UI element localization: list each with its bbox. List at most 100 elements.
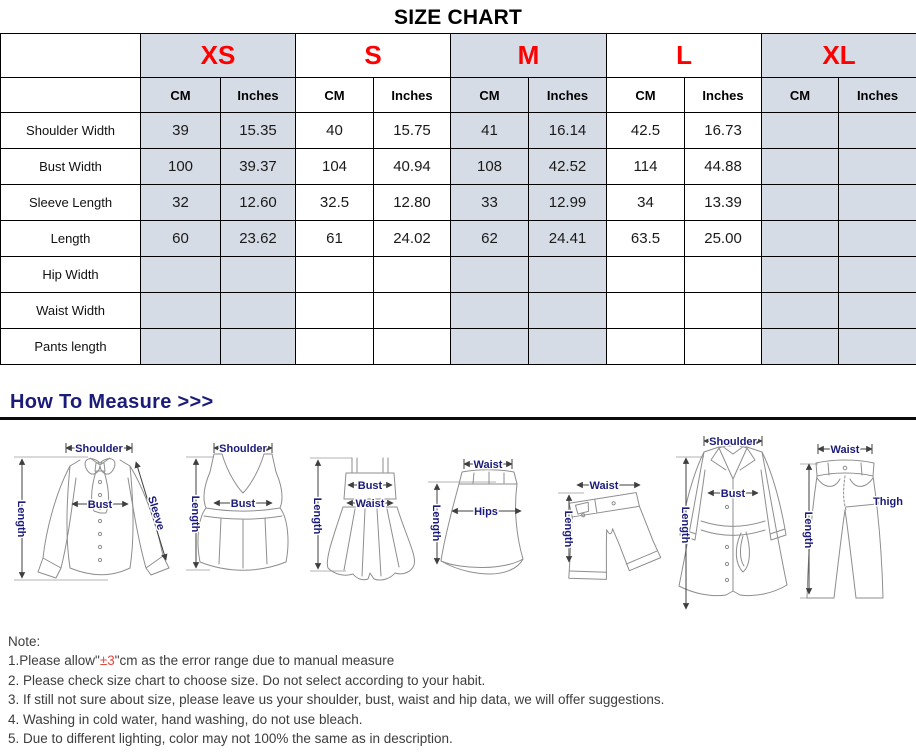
bust-label: Bust xyxy=(231,498,256,510)
unit-header-inches: Inches xyxy=(220,77,296,113)
row-label: Length xyxy=(0,220,141,257)
cell: 62 xyxy=(450,220,529,257)
shoulder-label: Shoulder xyxy=(709,436,757,448)
table-row: Waist Width xyxy=(0,292,916,329)
length-label: Length xyxy=(679,507,691,544)
cell xyxy=(450,256,529,293)
cell: 32.5 xyxy=(295,184,374,221)
cell: 12.80 xyxy=(373,184,451,221)
cell xyxy=(761,328,840,365)
waist-label: Waist xyxy=(831,444,860,456)
cell xyxy=(606,328,686,365)
row-label: Pants length xyxy=(0,328,141,365)
cell xyxy=(684,256,763,293)
size-header-s: S xyxy=(295,33,451,78)
unit-header-cm: CM xyxy=(761,77,840,113)
table-row: Shoulder Width 39 15.35 40 15.75 41 16.14 4… xyxy=(0,112,916,149)
cell xyxy=(838,148,916,185)
cell: 12.99 xyxy=(527,184,608,221)
waist-label: Waist xyxy=(590,480,619,492)
cell xyxy=(606,256,686,293)
note-line-4: 4. Washing in cold water, hand washing, … xyxy=(8,711,363,727)
row-label: Waist Width xyxy=(0,292,141,329)
blouse-illustration: Shoulder Length Bust Sleeve xyxy=(14,442,170,581)
length-label: Length xyxy=(15,501,27,538)
cell: 16.73 xyxy=(684,112,763,149)
dress-illustration: Bust Waist Length xyxy=(310,457,415,581)
corner-cell xyxy=(0,77,141,113)
cell: 39 xyxy=(140,112,221,149)
note-line-1: 1.Please allow"±3"cm as the error range … xyxy=(8,651,916,670)
cell: 34 xyxy=(606,184,686,221)
cell: 25.00 xyxy=(684,220,763,257)
unit-header-inches: Inches xyxy=(838,77,916,113)
cell xyxy=(838,292,916,329)
cell xyxy=(761,256,840,293)
length-label: Length xyxy=(802,512,814,549)
coat-illustration: Shoulder Bust Length xyxy=(676,435,788,610)
cell xyxy=(606,292,686,329)
bust-label: Bust xyxy=(721,488,746,500)
note-line-3: 3. If still not sure about size, please … xyxy=(8,692,665,708)
cell xyxy=(838,256,916,293)
shoulder-label: Shoulder xyxy=(75,443,123,455)
note-1-tolerance: ±3 xyxy=(99,653,115,669)
cell xyxy=(838,112,916,149)
cell: 60 xyxy=(140,220,221,257)
notes-section: Note: 1.Please allow"±3"cm as the error … xyxy=(8,632,916,748)
shorts-illustration: Waist Length xyxy=(558,479,662,580)
table-row: Hip Width xyxy=(0,256,916,293)
waist-label: Waist xyxy=(356,498,385,510)
sleeve-label: Sleeve xyxy=(145,495,167,532)
cell xyxy=(450,328,529,365)
length-label: Length xyxy=(311,498,323,535)
length-label: Length xyxy=(430,505,442,542)
cell: 63.5 xyxy=(606,220,686,257)
cell: 33 xyxy=(450,184,529,221)
unit-header-cm: CM xyxy=(450,77,529,113)
unit-header-inches: Inches xyxy=(527,77,608,113)
unit-header-cm: CM xyxy=(606,77,686,113)
cell xyxy=(761,220,840,257)
cell xyxy=(838,328,916,365)
length-label: Length xyxy=(189,496,201,533)
cell: 40.94 xyxy=(373,148,451,185)
cell xyxy=(373,256,451,293)
size-header-row: XS S M L XL xyxy=(0,33,916,78)
size-header-m: M xyxy=(449,33,608,78)
waist-label: Waist xyxy=(474,459,503,471)
cell xyxy=(373,328,451,365)
note-line-2: 2. Please check size chart to choose siz… xyxy=(8,672,486,688)
cell: 40 xyxy=(295,112,374,149)
table-row: Length 60 23.62 61 24.02 62 24.41 63.5 25.00 xyxy=(0,220,916,257)
cell: 42.52 xyxy=(527,148,608,185)
row-label: Sleeve Length xyxy=(0,184,141,221)
cell: 104 xyxy=(295,148,374,185)
cell: 44.88 xyxy=(684,148,763,185)
size-header-xs: XS xyxy=(140,33,296,78)
unit-header-inches: Inches xyxy=(684,77,763,113)
how-to-measure-bar: How To Measure >>> xyxy=(0,391,916,420)
cell: 23.62 xyxy=(220,220,296,257)
cell: 24.41 xyxy=(527,220,608,257)
cell xyxy=(761,292,840,329)
cell xyxy=(838,220,916,257)
page-title: SIZE CHART xyxy=(394,6,522,29)
size-header-l: L xyxy=(606,33,763,78)
shoulder-label: Shoulder xyxy=(219,443,267,455)
row-label: Hip Width xyxy=(0,256,141,293)
skirt-illustration: Waist Hips Length xyxy=(428,458,524,575)
vest-illustration: Shoulder Length Bust xyxy=(186,442,289,571)
length-label: Length xyxy=(562,511,574,548)
thigh-label: Thigh xyxy=(873,496,903,508)
note-heading: Note: xyxy=(8,634,41,649)
cell: 24.02 xyxy=(373,220,451,257)
cell xyxy=(220,292,296,329)
cell: 16.14 xyxy=(527,112,608,149)
cell xyxy=(527,292,608,329)
cell xyxy=(527,328,608,365)
note-line-5: 5. Due to different lighting, color may … xyxy=(8,731,453,747)
row-label: Bust Width xyxy=(0,148,141,185)
cell: 42.5 xyxy=(606,112,686,149)
